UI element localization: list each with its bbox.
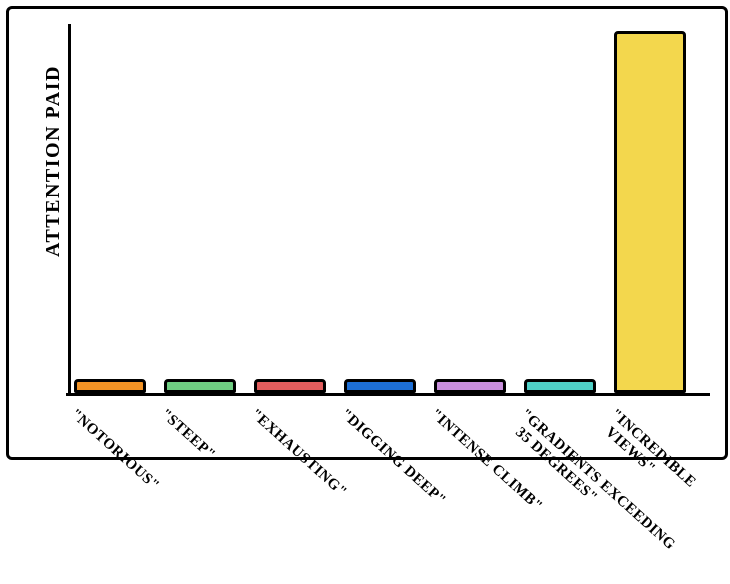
bar bbox=[254, 379, 326, 393]
y-axis-label: ATTENTION PAID bbox=[42, 65, 65, 257]
bar bbox=[164, 379, 236, 393]
bar bbox=[74, 379, 146, 393]
bar bbox=[344, 379, 416, 393]
bars-container bbox=[68, 30, 708, 396]
bar bbox=[524, 379, 596, 393]
plot-area bbox=[68, 30, 708, 396]
bar bbox=[434, 379, 506, 393]
bar bbox=[614, 31, 686, 393]
attention-chart: ATTENTION PAID "NOTORIOUS""STEEP""EXHAUS… bbox=[0, 0, 730, 584]
